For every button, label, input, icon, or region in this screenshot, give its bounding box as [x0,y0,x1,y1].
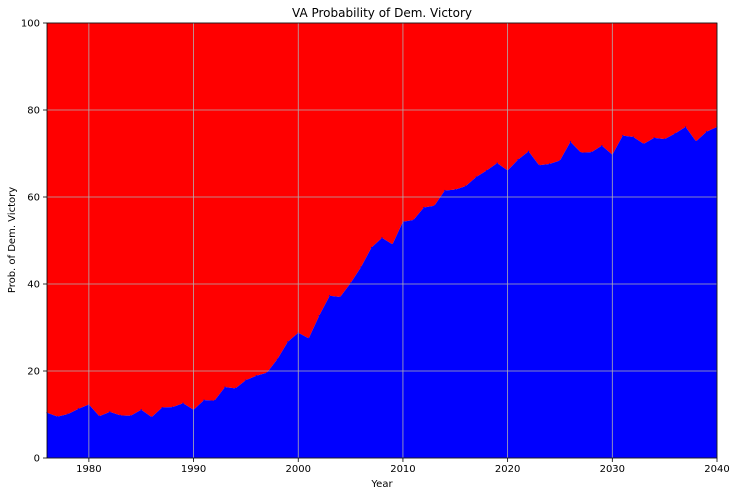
data-point [548,163,551,165]
data-point [266,372,268,374]
data-point [98,415,100,417]
dem-probability-area [47,126,717,458]
data-point [423,206,425,209]
x-axis-label: Year [370,479,393,490]
axes-frame [46,22,718,459]
data-point [349,282,352,284]
x-tick-label: 1990 [181,464,206,475]
y-tick-label: 60 [27,193,40,204]
data-point [172,406,174,408]
data-point [308,337,310,339]
data-point [674,132,676,135]
data-point [287,341,289,343]
data-point [496,162,498,164]
data-point [245,379,247,381]
data-point [109,411,111,413]
data-point [119,414,121,416]
data-point [517,158,519,161]
y-tick-label: 0 [34,454,40,465]
rep-probability-area [47,23,717,418]
data-point [234,387,237,389]
data-point [56,416,59,418]
data-point [412,219,415,221]
data-point [360,266,362,268]
data-point [182,402,184,404]
data-point [475,176,477,178]
y-tick-label: 20 [27,367,40,378]
data-point [381,237,383,239]
data-point [664,138,666,140]
data-point [580,152,582,154]
data-point [695,140,697,142]
data-point [527,150,530,152]
data-point [569,141,572,143]
x-tick-label: 2030 [600,464,625,475]
data-point [391,243,394,246]
x-tick-label: 2000 [286,464,311,475]
data-point [130,415,132,417]
y-tick-label: 40 [27,280,40,291]
x-tick-label: 1980 [76,464,101,475]
chart-title: VA Probability of Dem. Victory [292,6,472,20]
data-point [140,409,142,411]
y-tick-label: 80 [27,106,40,117]
data-point [276,358,278,360]
data-point [684,126,687,128]
data-point [67,413,69,415]
data-point [151,416,153,418]
data-point [632,136,634,138]
x-tick-label: 2010 [390,464,415,475]
data-point [77,408,80,410]
data-point [465,185,467,187]
y-tick-label: 100 [21,19,40,30]
data-point [705,131,708,133]
y-axis-label: Prob. of Dem. Victory [7,187,18,293]
data-point [213,399,216,402]
data-point [590,151,592,153]
data-point [559,159,561,162]
data-point [161,406,163,409]
data-point [643,143,645,145]
data-point [339,296,341,298]
data-point [370,246,373,249]
data-point [486,169,488,172]
data-point [454,189,456,191]
data-point [444,189,446,192]
data-point [224,386,226,388]
x-tick-label: 2040 [704,464,729,475]
data-point [255,375,257,377]
data-point [601,145,603,147]
data-point [653,137,655,139]
x-tick-label: 2020 [495,464,520,475]
data-point [622,135,624,137]
data-point [433,205,435,207]
data-point [538,164,540,166]
data-point [329,295,331,297]
plot-area [46,23,718,458]
data-point [203,399,205,401]
data-point [318,315,320,317]
